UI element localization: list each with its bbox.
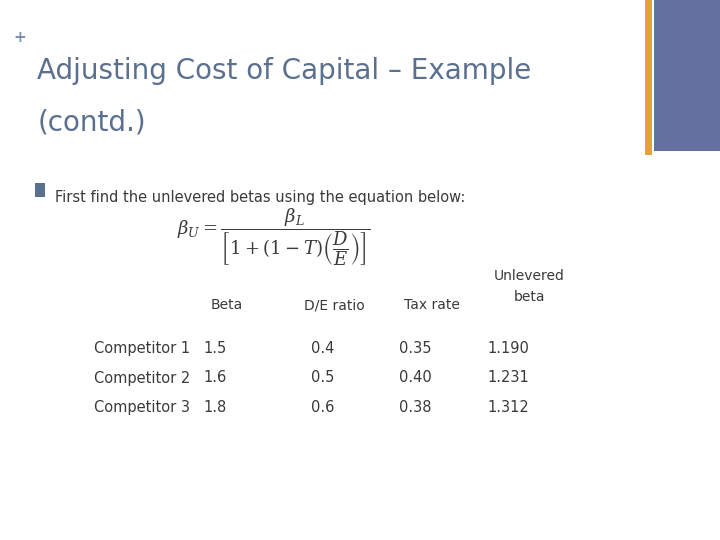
Text: $\beta_{U} = \dfrac{\beta_{L}}{\left[1 + (1-T)\left(\dfrac{D}{E}\right)\right]}$: $\beta_{U} = \dfrac{\beta_{L}}{\left[1 +… [177,207,370,268]
Text: 0.5: 0.5 [312,370,335,386]
Text: Unlevered: Unlevered [494,269,564,284]
Text: 0.35: 0.35 [400,341,432,356]
Text: First find the unlevered betas using the equation below:: First find the unlevered betas using the… [55,190,466,205]
Text: beta: beta [513,290,545,304]
Text: 1.231: 1.231 [487,370,529,386]
Text: 1.5: 1.5 [204,341,227,356]
Text: 0.6: 0.6 [312,400,335,415]
Text: Adjusting Cost of Capital – Example: Adjusting Cost of Capital – Example [37,57,531,85]
Text: 1.190: 1.190 [487,341,529,356]
Text: Competitor 1: Competitor 1 [94,341,190,356]
Text: 1.8: 1.8 [204,400,227,415]
Text: +: + [13,30,26,45]
Text: 0.38: 0.38 [400,400,432,415]
Text: Competitor 2: Competitor 2 [94,370,190,386]
Text: 0.40: 0.40 [400,370,432,386]
Text: D/E ratio: D/E ratio [305,298,365,312]
Text: (contd.): (contd.) [37,108,146,136]
Text: Beta: Beta [211,298,243,312]
Text: Competitor 3: Competitor 3 [94,400,189,415]
Text: 1.6: 1.6 [204,370,227,386]
Text: 0.4: 0.4 [312,341,335,356]
Text: 1.312: 1.312 [487,400,529,415]
Text: Tax rate: Tax rate [404,298,460,312]
